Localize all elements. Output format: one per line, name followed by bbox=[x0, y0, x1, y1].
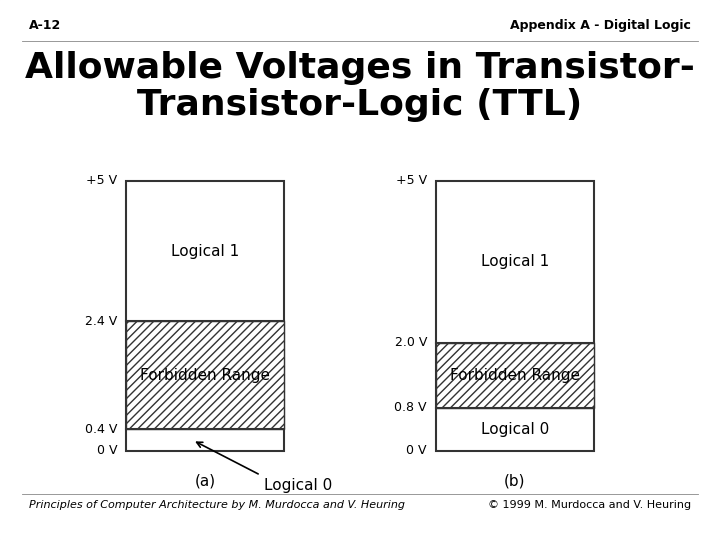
Text: Principles of Computer Architecture by M. Murdocca and V. Heuring: Principles of Computer Architecture by M… bbox=[29, 500, 405, 510]
Text: Appendix A - Digital Logic: Appendix A - Digital Logic bbox=[510, 19, 691, 32]
Text: © 1999 M. Murdocca and V. Heuring: © 1999 M. Murdocca and V. Heuring bbox=[488, 500, 691, 510]
Text: +5 V: +5 V bbox=[396, 174, 427, 187]
Text: Logical 0: Logical 0 bbox=[481, 422, 549, 437]
Text: Logical 1: Logical 1 bbox=[481, 254, 549, 269]
Text: 0 V: 0 V bbox=[407, 444, 427, 457]
Text: 2.4 V: 2.4 V bbox=[85, 315, 117, 328]
Text: (a): (a) bbox=[194, 473, 216, 488]
FancyBboxPatch shape bbox=[436, 181, 594, 451]
Text: 2.0 V: 2.0 V bbox=[395, 336, 427, 349]
Text: Forbidden Range: Forbidden Range bbox=[140, 368, 270, 383]
Text: Logical 1: Logical 1 bbox=[171, 244, 239, 259]
FancyBboxPatch shape bbox=[436, 343, 594, 408]
Text: Logical 0: Logical 0 bbox=[264, 478, 333, 493]
FancyBboxPatch shape bbox=[126, 321, 284, 429]
Text: Forbidden Range: Forbidden Range bbox=[450, 368, 580, 383]
Text: A-12: A-12 bbox=[29, 19, 61, 32]
Text: 0 V: 0 V bbox=[97, 444, 117, 457]
Text: (b): (b) bbox=[504, 473, 526, 488]
Text: 0.8 V: 0.8 V bbox=[395, 401, 427, 414]
Text: Allowable Voltages in Transistor-
Transistor-Logic (TTL): Allowable Voltages in Transistor- Transi… bbox=[25, 51, 695, 122]
Text: +5 V: +5 V bbox=[86, 174, 117, 187]
Text: 0.4 V: 0.4 V bbox=[85, 423, 117, 436]
FancyBboxPatch shape bbox=[126, 181, 284, 451]
